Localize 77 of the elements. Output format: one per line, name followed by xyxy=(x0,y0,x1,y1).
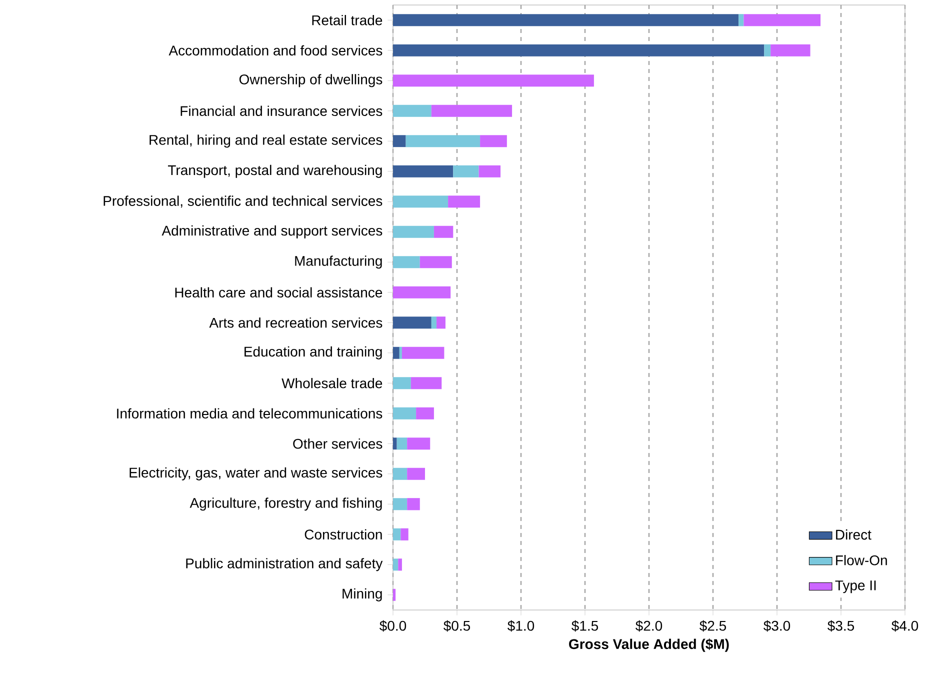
y-tick-label: Mining xyxy=(342,588,382,602)
bar xyxy=(392,377,411,390)
y-tick-label: Financial and insurance services xyxy=(180,106,382,116)
x-tick-label: $2.0 xyxy=(636,620,662,632)
bar xyxy=(392,104,432,117)
bar xyxy=(392,438,397,450)
x-tick-label: $3.0 xyxy=(764,620,790,632)
bar xyxy=(392,14,739,26)
bar xyxy=(410,377,442,390)
bar xyxy=(480,135,507,148)
y-tick-label: Health care and social assistance xyxy=(175,287,382,298)
bar xyxy=(392,226,434,238)
x-tick-label: $2.5 xyxy=(700,620,726,632)
bar xyxy=(392,346,400,359)
bar xyxy=(744,14,821,26)
y-tick-label: Arts and recreation services xyxy=(209,317,382,328)
bar xyxy=(392,498,408,510)
x-axis-title: Gross Value Added ($M) xyxy=(569,638,729,652)
bar xyxy=(770,44,810,56)
y-tick-label: Transport, postal and warehousing xyxy=(168,164,382,178)
y-tick-label: Accommodation and food services xyxy=(168,45,382,56)
y-tick-label: Agriculture, forestry and fishing xyxy=(190,498,382,511)
y-tick-label: Professional, scientific and technical services xyxy=(104,196,382,208)
y-tick-label: Electricity, gas, water and waste services xyxy=(130,467,382,480)
y-tick-label: Construction xyxy=(304,529,382,540)
bar xyxy=(436,316,446,329)
bar xyxy=(431,104,512,117)
bar xyxy=(392,135,406,148)
bar xyxy=(420,256,452,268)
y-tick-label: Retail trade xyxy=(312,14,382,26)
bar xyxy=(434,226,454,238)
bar xyxy=(402,346,444,359)
bar xyxy=(453,165,479,178)
bar xyxy=(416,407,434,420)
bar xyxy=(738,14,744,26)
y-tick-label: Rental, hiring and real estate services xyxy=(150,134,382,148)
bar xyxy=(392,407,416,420)
bar xyxy=(407,498,420,510)
legend-label: Direct xyxy=(836,529,872,540)
bar xyxy=(431,316,437,329)
bar xyxy=(407,438,430,450)
x-tick-label: $0.5 xyxy=(444,620,470,632)
bar xyxy=(396,438,408,450)
bar xyxy=(400,528,408,540)
x-tick-label: $3.5 xyxy=(828,620,854,632)
legend-label: Type II xyxy=(835,580,876,594)
bar xyxy=(392,196,448,208)
bar xyxy=(392,44,764,56)
bar xyxy=(392,316,432,329)
bar xyxy=(764,44,771,56)
bar xyxy=(478,165,501,178)
y-tick-label: Wholesale trade xyxy=(282,378,382,388)
bar xyxy=(392,588,396,601)
y-tick-label: Education and training xyxy=(244,346,382,360)
x-tick-label: $4.0 xyxy=(892,620,918,632)
legend-label: Flow-On xyxy=(836,554,887,566)
bar xyxy=(392,468,408,480)
y-tick-label: Administrative and support services xyxy=(162,225,382,238)
bar xyxy=(406,135,480,148)
bar xyxy=(392,74,594,87)
y-tick-label: Public administration and safety xyxy=(186,558,383,572)
x-tick-label: $1.5 xyxy=(572,620,598,632)
bar xyxy=(392,286,451,298)
y-tick-label: Ownership of dwellings xyxy=(239,74,382,88)
bar xyxy=(392,165,454,178)
bar xyxy=(398,558,402,571)
y-tick-label: Information media and telecommunications xyxy=(117,408,382,419)
y-tick-label: Manufacturing xyxy=(295,256,382,269)
bar xyxy=(392,256,420,268)
x-tick-label: $1.0 xyxy=(508,620,534,632)
bar xyxy=(407,468,425,480)
bar xyxy=(392,558,398,571)
x-tick-label: $0.0 xyxy=(380,620,406,632)
bar xyxy=(448,196,480,208)
bar xyxy=(399,346,402,359)
bar xyxy=(392,528,401,540)
y-tick-label: Other services xyxy=(293,438,382,449)
